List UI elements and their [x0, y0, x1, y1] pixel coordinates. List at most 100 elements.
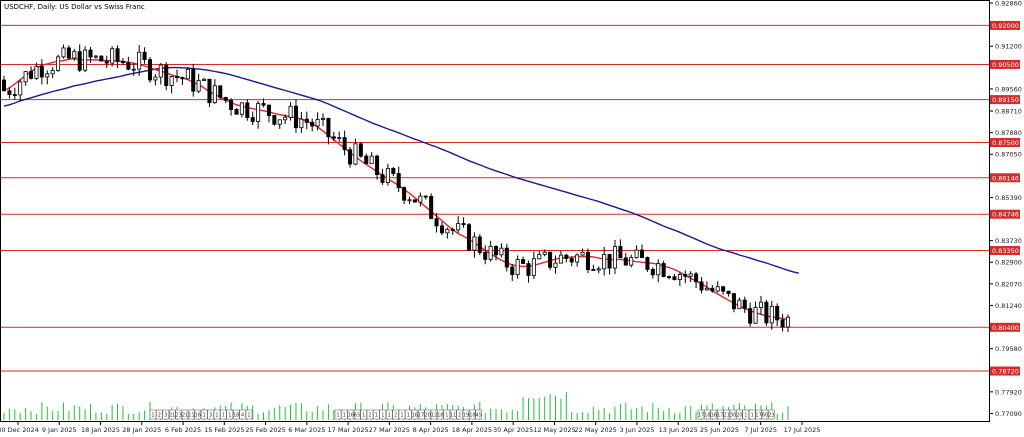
- y-level-label-18: 0.80400: [992, 324, 1019, 332]
- candle-body-88: [477, 236, 482, 253]
- event-label-31: 12: [431, 413, 437, 419]
- candle-body-63: [342, 137, 347, 151]
- candle-body-24: [131, 68, 136, 71]
- candle-body-133: [721, 286, 726, 292]
- candle-body-134: [726, 290, 731, 294]
- event-label-28: 16: [412, 413, 418, 419]
- event-label-33: 1: [445, 413, 448, 419]
- event-label-43: 21: [723, 413, 729, 419]
- candle-body-75: [407, 199, 412, 202]
- y-level-box-10: [990, 173, 1020, 183]
- candle-body-50: [272, 115, 277, 125]
- candle-body-143: [775, 305, 780, 321]
- event-label-42: 17: [717, 413, 723, 419]
- candle-body-6: [34, 66, 39, 79]
- event-label-45: 20: [736, 413, 742, 419]
- event-marker-13: [232, 409, 240, 420]
- event-marker-43: [723, 409, 730, 420]
- candle-body-38: [207, 78, 212, 104]
- candle-body-116: [629, 257, 634, 266]
- event-marker-35: [456, 409, 463, 420]
- event-marker-46: [742, 409, 750, 420]
- event-label-40: 18: [704, 413, 710, 419]
- y-level-box-18: [990, 322, 1020, 332]
- candle-body-47: [256, 103, 261, 122]
- x-tick-label-19: 17 Jul 2025: [784, 426, 821, 434]
- candle-body-20: [110, 48, 115, 64]
- x-tick-label-16: 13 Jun 2025: [659, 426, 698, 434]
- candle-body-81: [439, 225, 444, 234]
- candle-body-115: [623, 257, 628, 266]
- candle-body-35: [191, 68, 196, 92]
- event-label-38: 45: [476, 413, 482, 419]
- y-tick-label-4: 0.89560: [995, 85, 1022, 93]
- candle-body-97: [526, 263, 531, 276]
- candle-body-69: [375, 155, 380, 175]
- candle-body-66: [358, 143, 363, 157]
- candle-body-43: [234, 109, 239, 115]
- event-marker-17: [341, 409, 348, 420]
- candle-body-26: [142, 51, 147, 60]
- candle-body-8: [45, 73, 50, 78]
- candle-body-82: [445, 228, 450, 234]
- candle-body-44: [239, 102, 244, 115]
- event-marker-0: [149, 409, 157, 420]
- candle-body-126: [683, 274, 688, 277]
- candle-body-119: [645, 257, 650, 270]
- y-tick-label-17: 0.81240: [995, 302, 1022, 310]
- candle-body-51: [277, 119, 282, 125]
- event-label-12: 1: [228, 413, 231, 419]
- candle-body-104: [564, 254, 569, 259]
- candle-body-48: [261, 103, 266, 106]
- event-label-8: 1: [203, 413, 206, 419]
- event-label-14: 4: [241, 413, 244, 419]
- candle-body-95: [515, 259, 520, 276]
- x-tick-label-14: 22 May 2025: [574, 426, 616, 434]
- candle-body-141: [764, 301, 769, 324]
- candle-body-96: [521, 259, 526, 264]
- event-marker-29: [417, 409, 425, 420]
- candle-body-58: [315, 119, 320, 127]
- event-label-44: 30: [730, 413, 736, 419]
- candle-body-140: [758, 301, 763, 308]
- candle-body-37: [202, 78, 207, 81]
- event-marker-5: [181, 409, 189, 420]
- candle-body-30: [164, 64, 169, 87]
- x-tick-label-12: 30 Apr 2025: [493, 426, 533, 434]
- event-marker-15: [245, 409, 253, 420]
- event-label-36: 19: [463, 413, 469, 419]
- y-level-label-3: 0.90500: [992, 61, 1019, 69]
- candle-body-57: [310, 121, 315, 127]
- event-label-49: 60: [762, 413, 768, 419]
- y-tick-label-7: 0.87880: [995, 129, 1022, 137]
- y-level-label-10: 0.86146: [992, 174, 1019, 182]
- x-tick-label-8: 17 Mar 2025: [327, 426, 368, 434]
- candle-body-125: [677, 274, 682, 281]
- ma-fast-line: [3, 57, 789, 321]
- candle-body-136: [737, 299, 742, 310]
- candle-body-102: [553, 262, 558, 268]
- candle-body-122: [661, 263, 666, 277]
- candle-body-67: [364, 155, 369, 165]
- event-marker-28: [411, 409, 419, 420]
- y-level-label-20: 0.78720: [992, 368, 1019, 376]
- event-marker-11: [220, 409, 227, 420]
- event-label-16: 1: [336, 413, 339, 419]
- candle-body-10: [56, 56, 61, 71]
- candle-body-72: [391, 167, 396, 174]
- candle-body-55: [299, 118, 304, 129]
- event-marker-4: [175, 409, 182, 420]
- x-tick-label-1: 9 Jan 2025: [42, 426, 77, 434]
- candle-body-112: [607, 254, 612, 269]
- event-label-15: 1: [247, 413, 250, 419]
- candle-body-109: [591, 269, 596, 271]
- candle-body-53: [288, 105, 293, 118]
- candle-body-145: [785, 316, 791, 328]
- candle-body-71: [385, 167, 390, 183]
- event-marker-3: [168, 409, 176, 420]
- event-label-47: 1: [751, 413, 754, 419]
- candle-body-0: [1, 79, 7, 92]
- event-marker-36: [462, 409, 470, 420]
- x-tick-label-3: 28 Jan 2025: [122, 426, 161, 434]
